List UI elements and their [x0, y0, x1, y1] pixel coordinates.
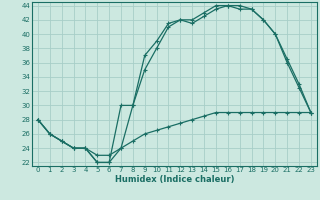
X-axis label: Humidex (Indice chaleur): Humidex (Indice chaleur) [115, 175, 234, 184]
